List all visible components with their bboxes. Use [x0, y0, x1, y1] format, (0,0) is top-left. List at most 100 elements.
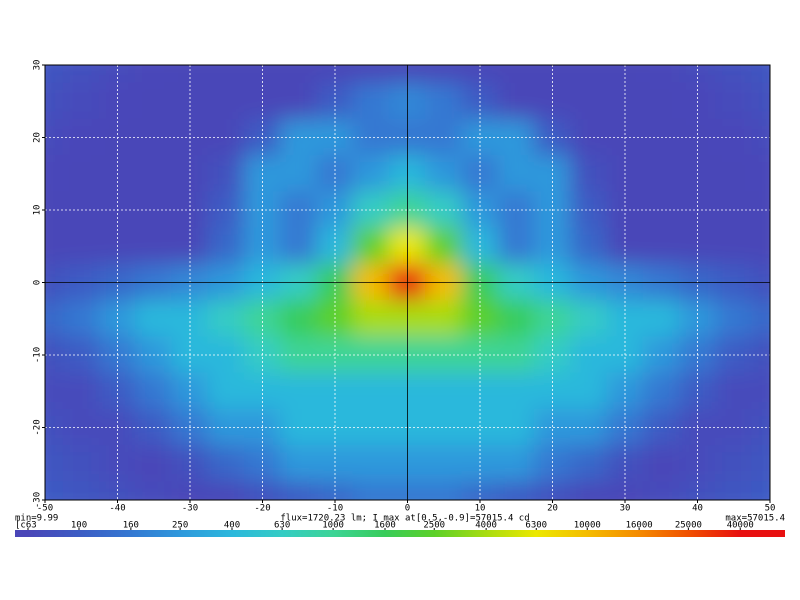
- colorbar-tick-label: 2500: [423, 521, 445, 531]
- heat-cell: [570, 445, 608, 483]
- heat-cell: [425, 481, 463, 500]
- colorbar-tick-label: 16000: [626, 521, 653, 531]
- heat-cell: [207, 155, 245, 193]
- heat-cell: [45, 227, 64, 265]
- heat-cell: [352, 82, 390, 120]
- heat-cell: [425, 300, 463, 338]
- heat-cell: [715, 372, 753, 410]
- y-tick-label: -30: [33, 492, 43, 508]
- heat-cell: [642, 481, 680, 500]
- x-tick-label: -40: [109, 504, 125, 514]
- heat-cell: [352, 65, 390, 84]
- heat-cell: [497, 481, 535, 500]
- heat-cell: [425, 65, 463, 84]
- heat-cell: [280, 445, 318, 483]
- heat-cell: [751, 227, 770, 265]
- heat-cell: [715, 481, 753, 500]
- heat-cell: [570, 227, 608, 265]
- heat-cell: [425, 155, 463, 193]
- heat-cell: [497, 336, 535, 374]
- heat-cell: [62, 300, 100, 338]
- heat-cell: [135, 300, 173, 338]
- heat-cell: [606, 445, 644, 483]
- heat-cell: [715, 65, 753, 84]
- max-label: max=57015.4: [725, 514, 785, 524]
- heat-cell: [715, 300, 753, 338]
- heat-cell: [497, 65, 535, 84]
- heat-cell: [461, 408, 499, 447]
- heat-cell: [425, 336, 463, 374]
- heat-cell: [352, 481, 390, 500]
- heat-cell: [62, 445, 100, 483]
- x-tick-label: 10: [475, 504, 486, 514]
- heat-cell: [751, 336, 770, 374]
- y-tick-label: 20: [33, 132, 43, 143]
- colorbar-tick-label: 630: [274, 521, 290, 531]
- heat-cell: [425, 118, 463, 157]
- heat-cell: [62, 372, 100, 410]
- heat-cell: [45, 82, 64, 120]
- heat-cell: [62, 481, 100, 500]
- heat-cell: [425, 408, 463, 447]
- heat-cell: [316, 445, 354, 483]
- heat-cell: [135, 65, 173, 84]
- heat-cell: [171, 445, 209, 483]
- colorbar-tick-label: 160: [123, 521, 139, 531]
- heat-cell: [425, 372, 463, 410]
- colorbar-tick-label: 25000: [675, 521, 702, 531]
- heat-cell: [715, 82, 753, 120]
- colorbar-tick-label: 1000: [322, 521, 344, 531]
- heat-cell: [751, 65, 770, 84]
- y-tick-label: -10: [33, 347, 43, 363]
- heat-cell: [497, 191, 535, 229]
- heat-cell: [62, 82, 100, 120]
- heat-cell: [280, 481, 318, 500]
- heat-cell: [135, 481, 173, 500]
- x-tick-label: -30: [182, 504, 198, 514]
- heat-cell: [352, 300, 390, 338]
- heat-cell: [62, 227, 100, 265]
- heat-cell: [642, 300, 680, 338]
- heat-cell: [570, 65, 608, 84]
- heat-cell: [570, 155, 608, 193]
- heat-cell: [280, 300, 318, 338]
- heat-cell: [352, 372, 390, 410]
- heat-cell: [98, 445, 137, 483]
- heat-cell: [352, 155, 390, 193]
- plot-frame: [44, 64, 771, 501]
- heat-cell: [497, 300, 535, 338]
- heat-cell: [207, 300, 245, 338]
- heat-cell: [751, 408, 770, 447]
- x-tick-label: -50: [37, 504, 53, 514]
- heat-cell: [425, 191, 463, 229]
- heat-cell: [751, 481, 770, 500]
- heat-cell: [243, 445, 282, 483]
- x-tick-label: 40: [692, 504, 703, 514]
- min-label: min=9.99: [15, 514, 58, 524]
- heat-cell: [570, 372, 608, 410]
- colorbar-tick-label: 6300: [525, 521, 547, 531]
- x-tick-label: 20: [547, 504, 558, 514]
- heat-cell: [135, 445, 173, 483]
- heat-cell: [45, 372, 64, 410]
- heat-cell: [45, 155, 64, 193]
- heat-cell: [570, 300, 608, 338]
- colorbar-tick-label: 1600: [374, 521, 396, 531]
- heat-cell: [280, 155, 318, 193]
- heat-cell: [715, 155, 753, 193]
- y-tick-label: 10: [33, 205, 43, 216]
- colorbar-tick-label: 250: [172, 521, 188, 531]
- heat-cell: [135, 227, 173, 265]
- y-tick-label: 0: [33, 280, 43, 285]
- heat-cell: [280, 227, 318, 265]
- heat-cell: [135, 82, 173, 120]
- heat-cell: [751, 372, 770, 410]
- x-tick-label: 50: [765, 504, 776, 514]
- heat-cell: [570, 481, 608, 500]
- heat-cell: [207, 372, 245, 410]
- heat-cell: [497, 118, 535, 157]
- colorbar-tick-label: 40000: [727, 521, 754, 531]
- heat-cell: [497, 408, 535, 447]
- heat-cell: [751, 118, 770, 157]
- y-tick-label: -20: [33, 419, 43, 435]
